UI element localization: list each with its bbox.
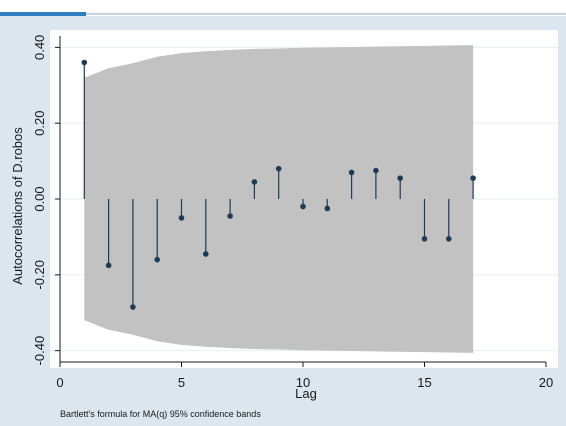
y-axis-ticks: -0.40 -0.20 0.00 0.20 0.40 xyxy=(32,35,60,366)
stem-marker xyxy=(81,59,88,66)
acf-stems xyxy=(81,59,476,310)
stem-marker xyxy=(300,203,306,210)
y-axis-title: Autocorrelations of D.robos xyxy=(10,127,25,285)
confidence-band-note: Bartlett's formula for MA(q) 95% confide… xyxy=(60,409,261,419)
accent-mark xyxy=(0,12,86,16)
stem-marker xyxy=(373,167,379,174)
stem-marker xyxy=(130,304,136,310)
x-axis-title: Lag xyxy=(295,386,317,401)
stem-marker xyxy=(251,179,258,185)
y-tick-label: 0.20 xyxy=(32,111,47,136)
stem-marker xyxy=(446,236,452,242)
x-tick-label: 5 xyxy=(178,375,185,390)
x-axis-ticks: 0 5 10 15 20 xyxy=(56,362,553,390)
y-tick-label: 0.00 xyxy=(32,186,47,211)
y-tick-label: -0.40 xyxy=(32,336,47,366)
stem-marker xyxy=(275,165,282,172)
x-tick-label: 15 xyxy=(417,375,431,390)
stem-marker xyxy=(324,205,331,212)
stem-marker xyxy=(421,236,428,242)
stem-marker xyxy=(105,262,112,269)
stem-marker xyxy=(397,175,404,181)
y-tick-label: 0.40 xyxy=(32,35,47,60)
y-tick-label: -0.20 xyxy=(32,260,47,290)
stem-marker xyxy=(470,175,476,181)
stem-marker xyxy=(203,251,209,257)
x-tick-label: 20 xyxy=(539,375,553,390)
stem-marker xyxy=(227,213,233,219)
x-tick-label: 0 xyxy=(56,375,63,390)
stem-marker xyxy=(154,256,160,263)
x-tick-label: 10 xyxy=(296,375,310,390)
top-accent-bar xyxy=(0,0,566,16)
stem-marker xyxy=(348,169,355,176)
top-rule xyxy=(0,13,566,15)
stem-marker xyxy=(178,215,185,221)
